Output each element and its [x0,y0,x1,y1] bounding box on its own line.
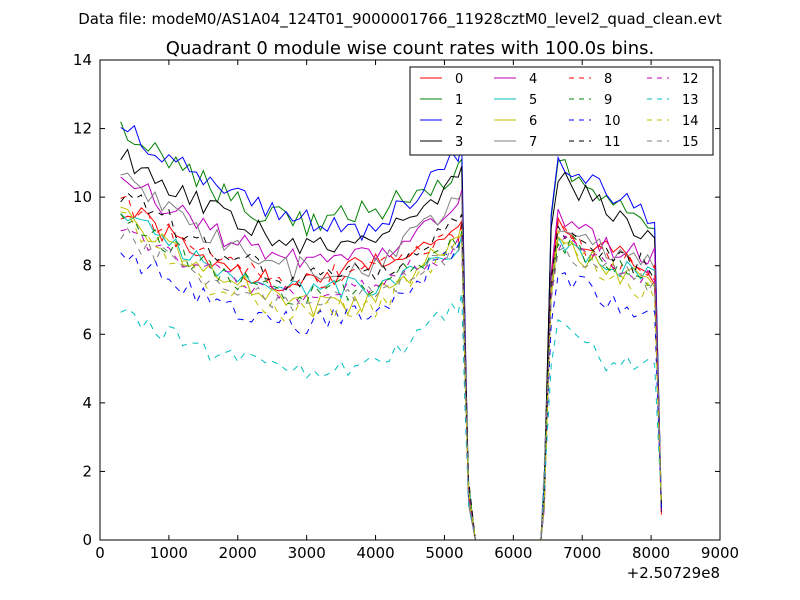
x-offset-label: +2.50729e8 [627,564,720,582]
x-tick-label: 2000 [219,544,257,562]
legend-label-9: 9 [604,93,612,108]
x-tick-label: 4000 [356,544,394,562]
series-line-2 [120,124,662,541]
legend-label-5: 5 [529,93,537,108]
legend-label-7: 7 [529,135,537,150]
legend-label-11: 11 [604,135,621,150]
series-line-9 [120,213,662,541]
y-tick-label: 8 [82,257,92,275]
series-line-3 [120,148,662,541]
legend-label-14: 14 [682,114,699,129]
legend-label-6: 6 [529,114,537,129]
series-line-11 [120,192,662,541]
series-line-8 [120,195,662,541]
x-tick-label: 6000 [494,544,532,562]
legend-label-0: 0 [455,72,463,87]
series-line-5 [120,213,662,541]
y-tick-label: 2 [82,462,92,480]
legend-box [409,66,714,156]
legend-label-13: 13 [682,93,699,108]
series-line-15 [120,227,662,541]
series-line-13 [120,293,662,541]
series-line-1 [120,121,662,541]
legend-label-12: 12 [682,72,699,87]
series-lines [120,121,662,541]
plot-frame [99,59,721,541]
series-line-0 [120,207,662,541]
y-tick-label: 4 [82,394,92,412]
x-axis-ticks: 0 1000 2000 3000 4000 5000 6000 7000 8000 9000 [95,60,739,562]
y-tick-label: 12 [73,120,92,138]
x-tick-label: 8000 [632,544,670,562]
x-tick-label: 5000 [425,544,463,562]
y-tick-label: 14 [73,51,92,69]
legend-label-3: 3 [455,135,463,150]
chart-title: Quadrant 0 module wise count rates with … [166,38,655,59]
series-line-12 [120,228,662,541]
legend-label-8: 8 [604,72,612,87]
x-tick-label: 9000 [701,544,739,562]
x-tick-label: 3000 [288,544,326,562]
legend-label-1: 1 [455,93,463,108]
x-tick-label: 1000 [150,544,188,562]
x-tick-label: 0 [95,544,105,562]
legend-label-4: 4 [529,72,537,87]
legend-label-2: 2 [455,114,463,129]
y-tick-label: 0 [82,531,92,549]
y-tick-label: 10 [73,188,92,206]
x-tick-label: 7000 [563,544,601,562]
y-tick-label: 6 [82,325,92,343]
legend-label-15: 15 [682,135,699,150]
chart-suptitle: Data file: modeM0/AS1A04_124T01_90000017… [78,10,722,29]
series-line-4 [120,176,662,541]
series-line-10 [120,236,662,541]
series-line-7 [120,172,662,541]
legend-label-10: 10 [604,114,621,129]
